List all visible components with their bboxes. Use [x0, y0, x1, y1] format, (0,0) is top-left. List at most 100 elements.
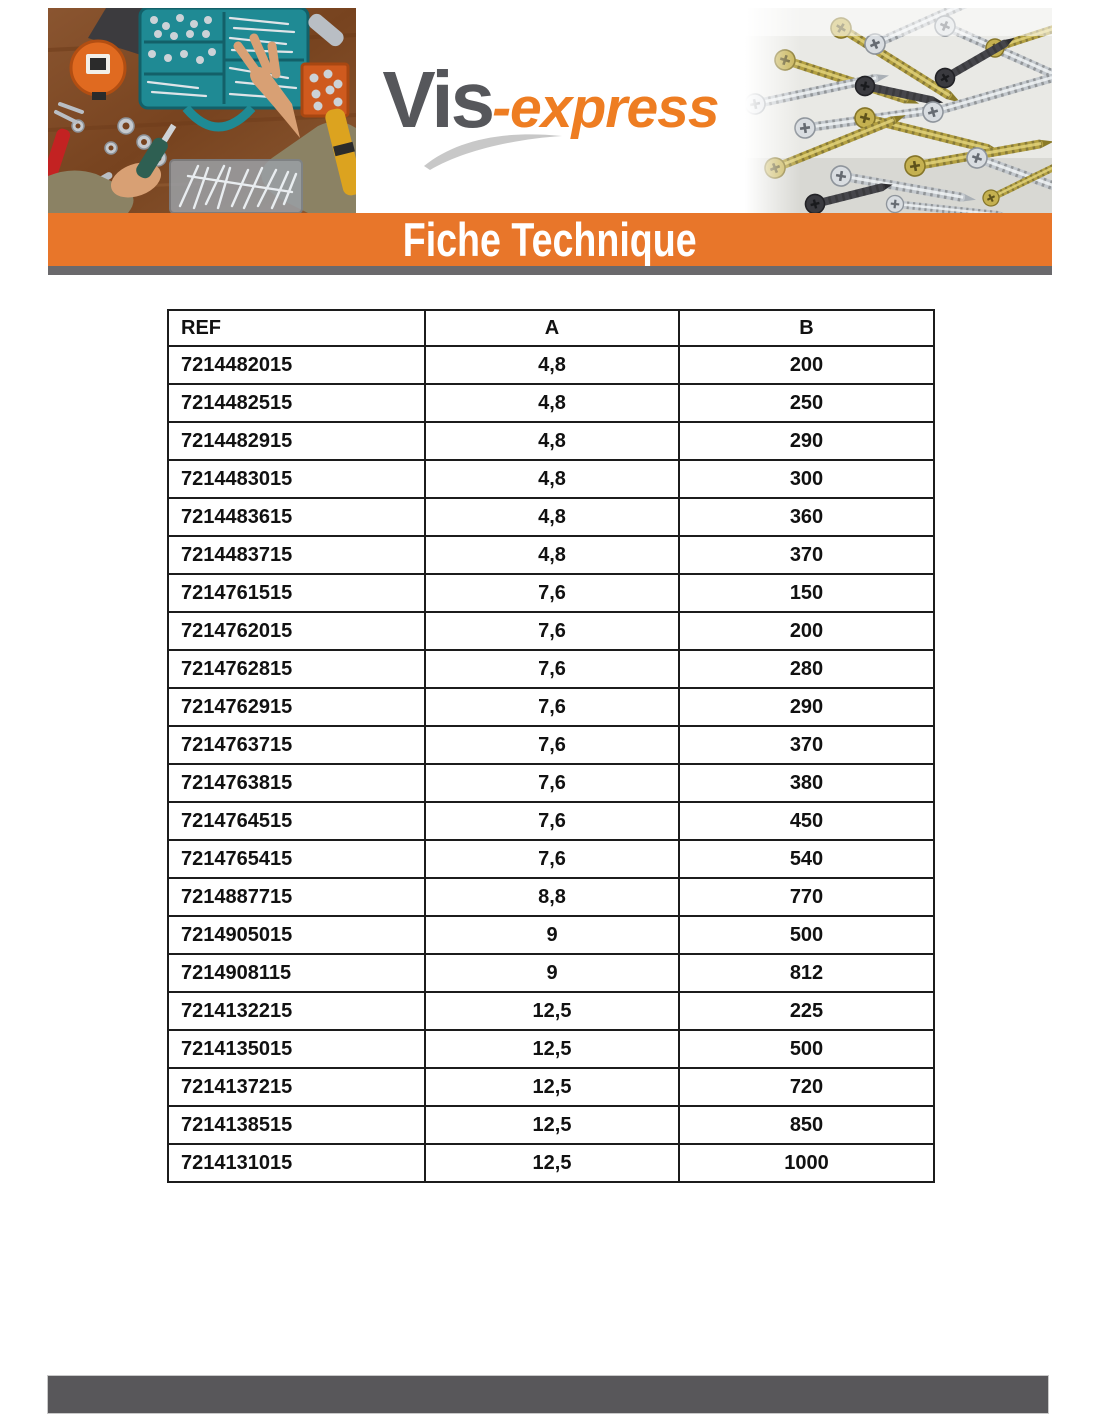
logo-brand-primary: Vis: [382, 55, 495, 144]
a-cell: 12,5: [424, 1105, 680, 1145]
ref-cell: 7214887715: [167, 877, 426, 917]
b-cell: 500: [678, 1029, 935, 1069]
a-cell: 4,8: [424, 421, 680, 461]
a-cell: 12,5: [424, 1029, 680, 1069]
table-row: 7214908115 9 812: [167, 953, 935, 993]
ref-cell: 7214761515: [167, 573, 426, 613]
b-cell: 770: [678, 877, 935, 917]
b-cell: 540: [678, 839, 935, 879]
footer-bar: [47, 1375, 1049, 1414]
b-cell: 225: [678, 991, 935, 1031]
a-cell: 9: [424, 915, 680, 955]
b-cell: 1000: [678, 1143, 935, 1183]
b-cell: 370: [678, 535, 935, 575]
ref-cell: 7214765415: [167, 839, 426, 879]
b-cell: 450: [678, 801, 935, 841]
a-cell: 7,6: [424, 725, 680, 765]
ref-cell: 7214763815: [167, 763, 426, 803]
table-body: 7214482015 4,8 200 7214482515 4,8 250 72144829…: [167, 345, 935, 1183]
ref-cell: 7214762815: [167, 649, 426, 689]
b-cell: 290: [678, 687, 935, 727]
b-cell: 300: [678, 459, 935, 499]
logo-area: Vis-express: [356, 8, 745, 213]
a-cell: 4,8: [424, 497, 680, 537]
b-cell: 380: [678, 763, 935, 803]
table-row: 7214763715 7,6 370: [167, 725, 935, 765]
b-cell: 850: [678, 1105, 935, 1145]
a-cell: 4,8: [424, 383, 680, 423]
a-cell: 7,6: [424, 687, 680, 727]
page-title: Fiche Technique: [403, 213, 697, 266]
b-cell: 500: [678, 915, 935, 955]
table-row: 7214763815 7,6 380: [167, 763, 935, 803]
a-cell: 7,6: [424, 649, 680, 689]
ref-cell: 7214763715: [167, 725, 426, 765]
a-cell: 4,8: [424, 535, 680, 575]
table-row: 7214138515 12,5 850: [167, 1105, 935, 1145]
logo-brand-secondary: -express: [492, 76, 719, 140]
b-cell: 812: [678, 953, 935, 993]
table-row: 7214761515 7,6 150: [167, 573, 935, 613]
a-cell: 7,6: [424, 611, 680, 651]
a-cell: 4,8: [424, 459, 680, 499]
ref-cell: 7214482515: [167, 383, 426, 423]
a-cell: 12,5: [424, 991, 680, 1031]
table-row: 7214131015 12,5 1000: [167, 1143, 935, 1183]
ref-cell: 7214482915: [167, 421, 426, 461]
ref-cell: 7214138515: [167, 1105, 426, 1145]
spec-table-wrap: REF A B 7214482015 4,8 200 7214482515 4,8 250…: [167, 309, 935, 1183]
ref-cell: 7214764515: [167, 801, 426, 841]
spec-table: REF A B 7214482015 4,8 200 7214482515 4,8 250…: [167, 309, 935, 1183]
table-row: 7214482915 4,8 290: [167, 421, 935, 461]
a-cell: 12,5: [424, 1067, 680, 1107]
workbench-photo-illustration: [48, 8, 356, 213]
header-photo-left: [48, 8, 356, 213]
logo-swoosh-icon: [424, 134, 562, 170]
table-row: 7214762015 7,6 200: [167, 611, 935, 651]
ref-cell: 7214135015: [167, 1029, 426, 1069]
table-row: 7214135015 12,5 500: [167, 1029, 935, 1069]
b-cell: 370: [678, 725, 935, 765]
ref-cell: 7214905015: [167, 915, 426, 955]
ref-cell: 7214131015: [167, 1143, 426, 1183]
table-row: 7214905015 9 500: [167, 915, 935, 955]
table-row: 7214483015 4,8 300: [167, 459, 935, 499]
table-row: 7214137215 12,5 720: [167, 1067, 935, 1107]
a-cell: 4,8: [424, 345, 680, 385]
b-cell: 280: [678, 649, 935, 689]
table-row: 7214764515 7,6 450: [167, 801, 935, 841]
b-cell: 150: [678, 573, 935, 613]
header-photo-right: [745, 8, 1052, 213]
table-row: 7214762915 7,6 290: [167, 687, 935, 727]
a-cell: 12,5: [424, 1143, 680, 1183]
column-header-b: B: [678, 309, 935, 347]
a-cell: 7,6: [424, 763, 680, 803]
banner-shadow-strip: [48, 266, 1052, 275]
ref-cell: 7214483615: [167, 497, 426, 537]
ref-cell: 7214762015: [167, 611, 426, 651]
a-cell: 7,6: [424, 573, 680, 613]
table-row: 7214765415 7,6 540: [167, 839, 935, 879]
column-header-ref: REF: [167, 309, 426, 347]
title-banner: Fiche Technique: [48, 213, 1052, 266]
table-row: 7214132215 12,5 225: [167, 991, 935, 1031]
b-cell: 360: [678, 497, 935, 537]
table-row: 7214887715 8,8 770: [167, 877, 935, 917]
b-cell: 720: [678, 1067, 935, 1107]
table-row: 7214483615 4,8 360: [167, 497, 935, 537]
ref-cell: 7214132215: [167, 991, 426, 1031]
ref-cell: 7214137215: [167, 1067, 426, 1107]
ref-cell: 7214483015: [167, 459, 426, 499]
ref-cell: 7214908115: [167, 953, 426, 993]
table-row: 7214483715 4,8 370: [167, 535, 935, 575]
ref-cell: 7214483715: [167, 535, 426, 575]
column-header-a: A: [424, 309, 680, 347]
a-cell: 7,6: [424, 839, 680, 879]
a-cell: 9: [424, 953, 680, 993]
b-cell: 290: [678, 421, 935, 461]
table-row: 7214482515 4,8 250: [167, 383, 935, 423]
ref-cell: 7214762915: [167, 687, 426, 727]
a-cell: 8,8: [424, 877, 680, 917]
screws-pile-illustration: [745, 8, 1052, 213]
ref-cell: 7214482015: [167, 345, 426, 385]
